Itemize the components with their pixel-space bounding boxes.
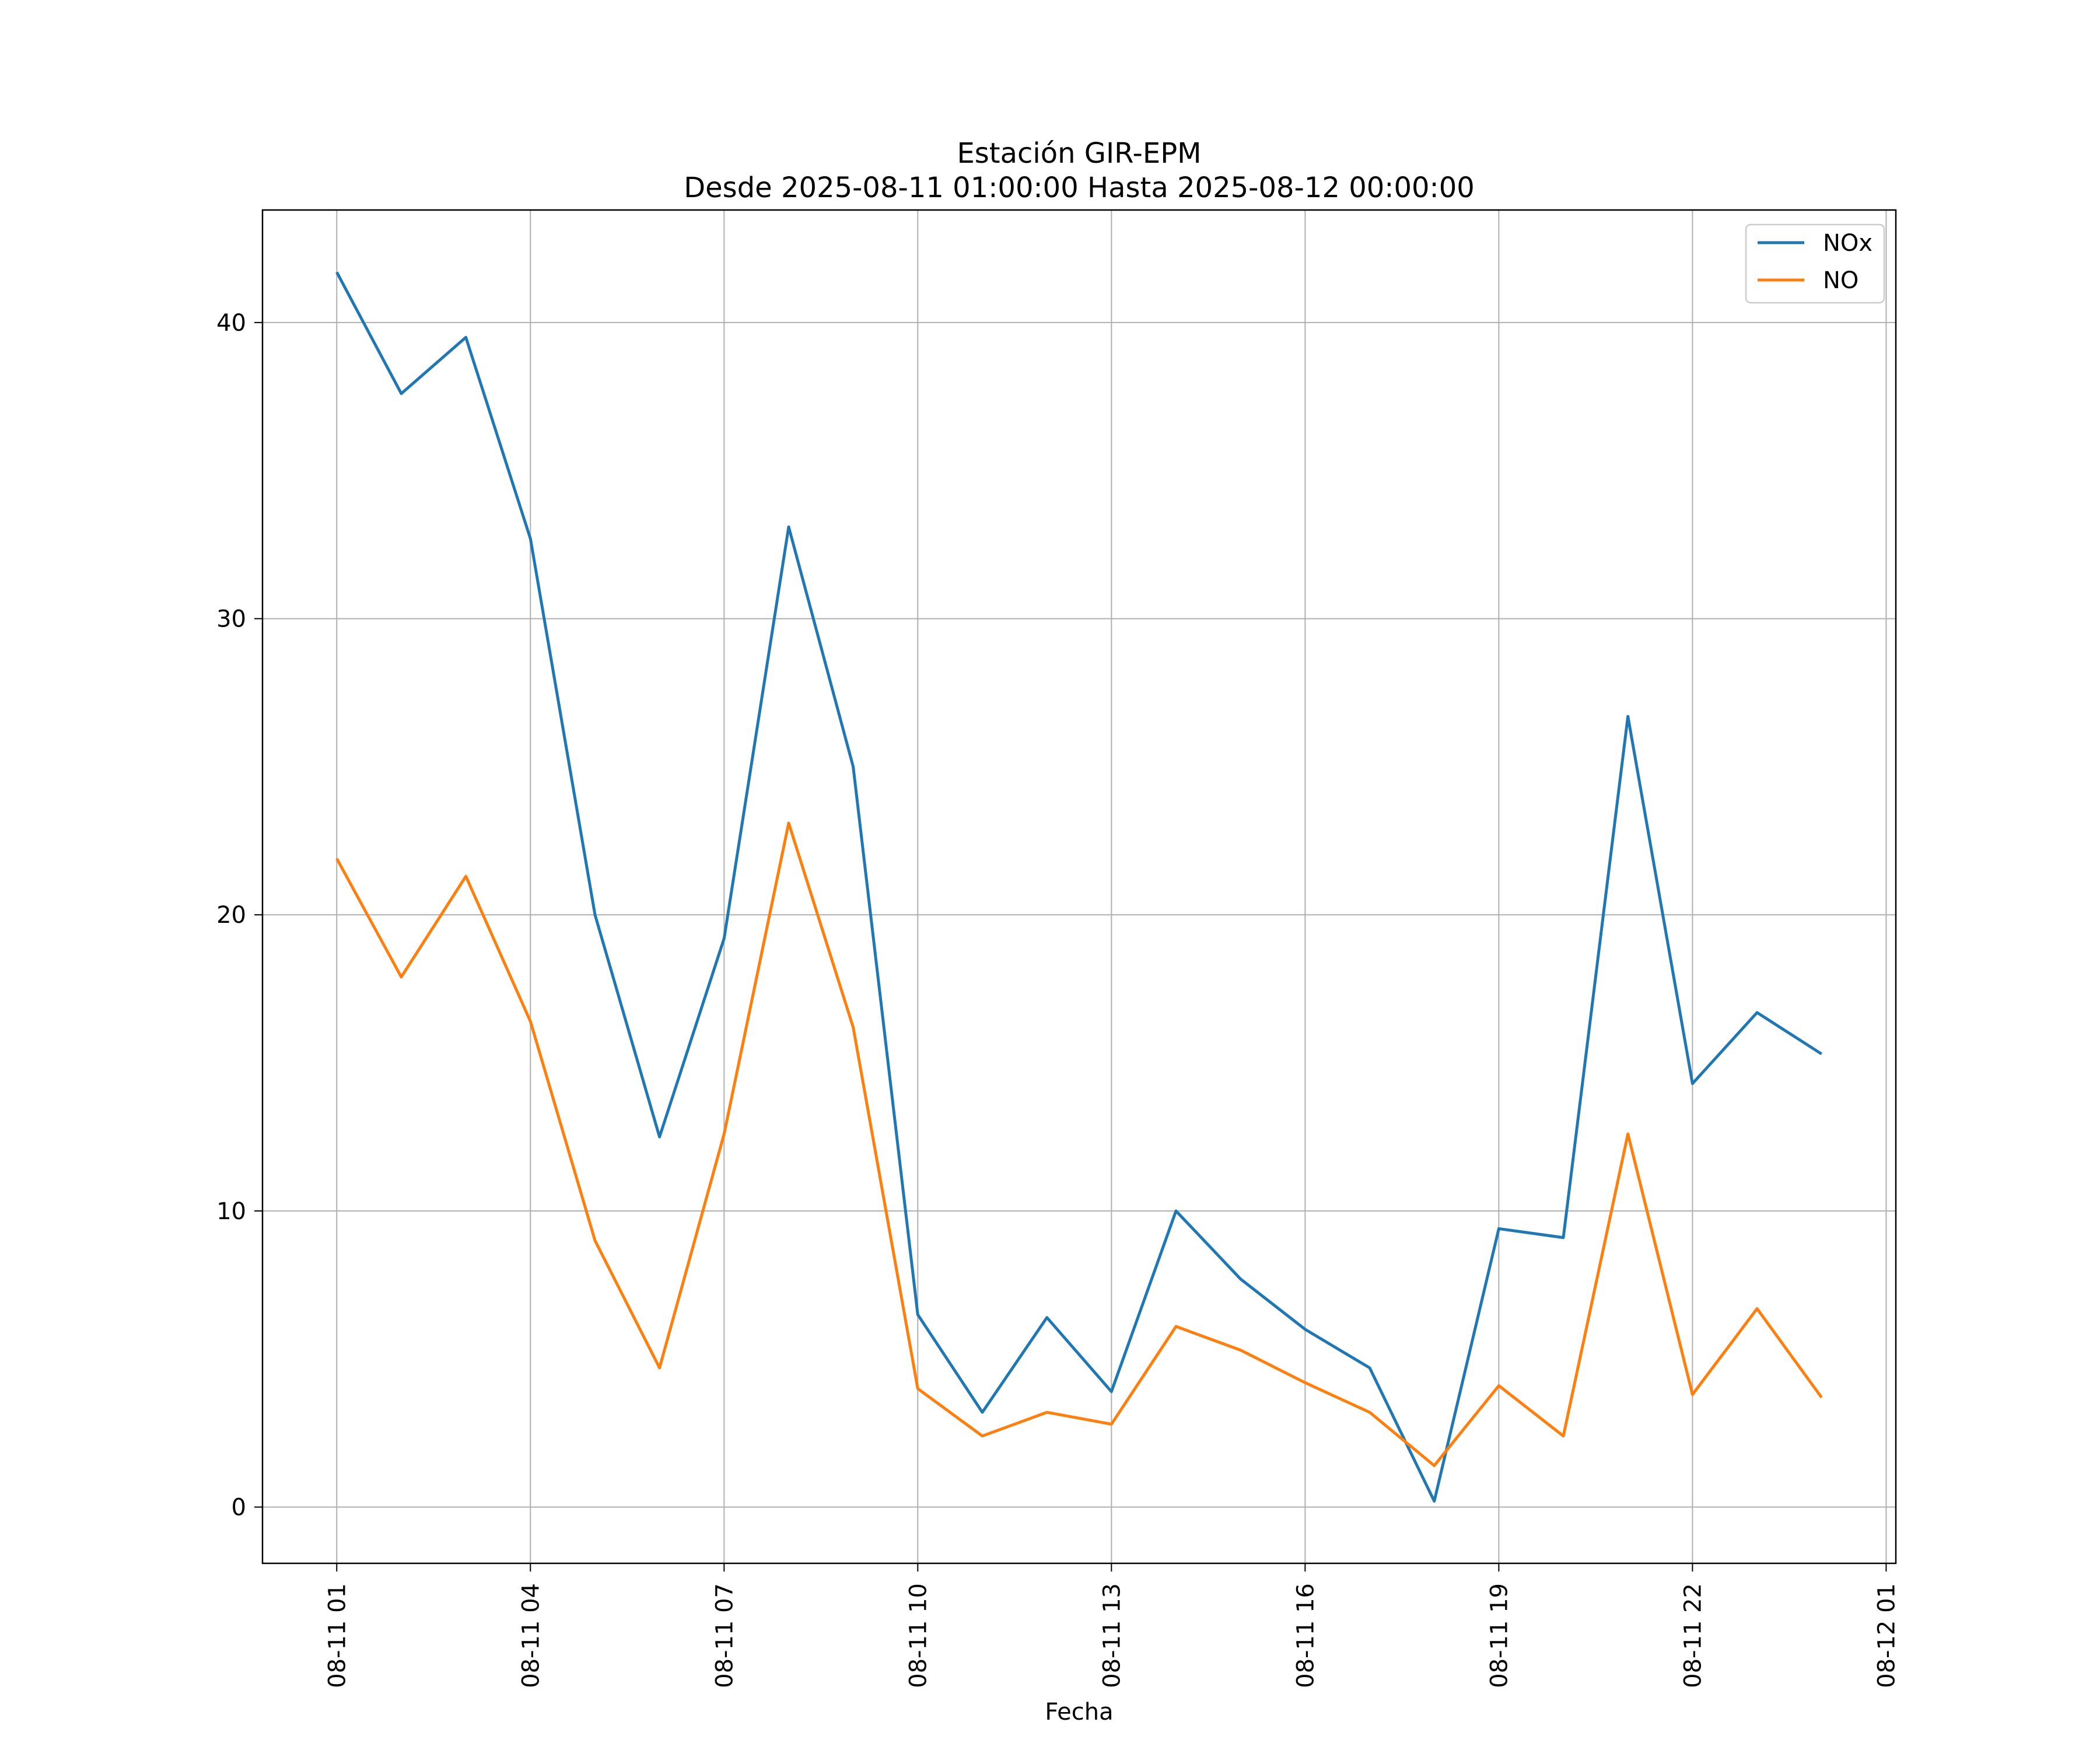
x-tick-label: 08-11 16	[1292, 1583, 1319, 1688]
legend: NOx NO	[1745, 223, 1885, 304]
x-axis-ticks: 08-11 01 08-11 04 08-11 07 08-11 10 08-11 13…	[324, 1563, 1900, 1688]
series-lines	[335, 271, 1823, 1503]
x-tick-label: 08-12 01	[1873, 1583, 1900, 1688]
x-tick-label: 08-11 10	[905, 1583, 932, 1688]
x-tick-label: 08-11 13	[1098, 1583, 1125, 1688]
x-tick-label: 08-11 07	[711, 1583, 738, 1688]
plot-frame	[261, 209, 1897, 1564]
y-tick-label: 0	[232, 1494, 246, 1521]
y-tick-label: 10	[216, 1198, 246, 1225]
plot-area	[262, 210, 1896, 1563]
chart-title: Estación GIR-EPM	[957, 137, 1201, 170]
y-tick-label: 40	[216, 310, 246, 337]
chart-subtitle: Desde 2025-08-11 01:00:00 Hasta 2025-08-…	[684, 172, 1475, 204]
y-tick-label: 30	[216, 606, 246, 633]
x-tick-label: 08-11 01	[324, 1583, 351, 1688]
y-tick-label: 20	[216, 902, 246, 929]
y-axis-ticks: 0 10 20 30 40	[216, 310, 262, 1521]
x-tick-label: 08-11 19	[1486, 1583, 1513, 1688]
grid-lines	[262, 210, 1896, 1563]
legend-label-no: NO	[1823, 267, 1859, 294]
legend-label-nox: NOx	[1823, 230, 1873, 257]
series-line-nox	[335, 271, 1823, 1503]
x-axis-label: Fecha	[1045, 1699, 1113, 1726]
x-tick-label: 08-11 22	[1679, 1583, 1706, 1688]
series-line-no	[335, 821, 1823, 1467]
x-tick-label: 08-11 04	[517, 1583, 544, 1688]
